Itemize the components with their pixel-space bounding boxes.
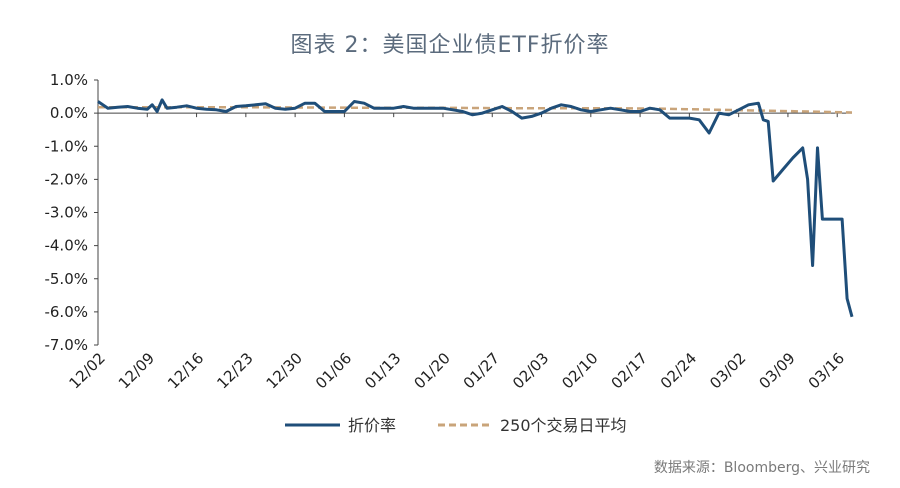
x-tick-label: 12/30 <box>263 349 306 392</box>
y-tick-label: -1.0% <box>44 137 88 155</box>
y-tick-label: -7.0% <box>44 336 88 354</box>
x-tick-label: 12/09 <box>115 349 158 392</box>
y-tick-label: -4.0% <box>44 237 88 255</box>
y-axis: 1.0% 0.0% -1.0% -2.0% -3.0% -4.0% -5.0% -6.0% -7… <box>44 71 99 354</box>
series-discount-line <box>97 98 854 318</box>
source-note: 数据来源：Bloomberg、兴业研究 <box>653 460 870 476</box>
x-axis: 12/02 12/09 12/16 12/23 12/30 01/06 01/13 01/20… <box>66 112 852 392</box>
y-tick-label: -3.0% <box>44 204 88 222</box>
x-tick-label: 03/02 <box>706 349 749 392</box>
x-tick-label: 02/10 <box>558 349 601 392</box>
legend-label-discount: 折价率 <box>348 416 396 435</box>
y-tick-label: 0.0% <box>50 104 88 122</box>
x-tick-label: 01/20 <box>410 349 453 392</box>
x-tick-label: 03/09 <box>755 349 798 392</box>
x-tick-label: 01/27 <box>460 349 503 392</box>
x-tick-label: 02/03 <box>509 349 552 392</box>
chart-title: 图表 2：美国企业债ETF折价率 <box>290 33 610 58</box>
x-tick-label: 02/17 <box>608 349 651 392</box>
legend-label-avg: 250个交易日平均 <box>500 416 627 435</box>
y-tick-label: -2.0% <box>44 170 88 188</box>
x-tick-label: 12/16 <box>164 349 207 392</box>
x-tick-label: 01/06 <box>312 349 355 392</box>
y-tick-label: 1.0% <box>50 71 88 89</box>
series-avg-line <box>98 105 853 114</box>
legend: 折价率 250个交易日平均 <box>285 416 627 435</box>
x-tick-label: 01/13 <box>361 349 404 392</box>
y-tick-label: -5.0% <box>44 270 88 288</box>
x-tick-label: 02/24 <box>657 349 700 392</box>
x-tick-label: 12/02 <box>66 349 109 392</box>
series-lines <box>97 98 854 318</box>
y-tick-label: -6.0% <box>44 303 88 321</box>
x-tick-label: 12/23 <box>213 349 256 392</box>
x-tick-label: 03/16 <box>805 349 848 392</box>
